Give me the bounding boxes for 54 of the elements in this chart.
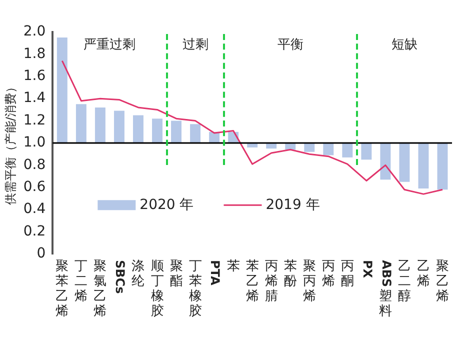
x-tick-label: 丙烯 (322, 258, 335, 289)
y-tick-label: 2.0 (23, 24, 46, 40)
x-tick-label: 苯酚 (284, 258, 297, 289)
x-tick-label: ABS塑料 (378, 260, 394, 319)
bar (399, 143, 410, 182)
bar (56, 38, 68, 143)
x-tick-label: PX (360, 260, 374, 279)
bar (380, 143, 391, 180)
annotation: 过剩 (182, 38, 208, 53)
y-tick-label: 0.8 (23, 156, 46, 173)
y-tick-label: 1.6 (23, 68, 46, 84)
legend-label: 2019 年 (266, 196, 320, 213)
bar (437, 143, 448, 190)
bar (94, 107, 106, 143)
annotation: 平衡 (277, 38, 304, 53)
bar (418, 143, 429, 189)
y-tick-label: 1.0 (23, 134, 46, 151)
y-tick-label: 0 (36, 246, 46, 262)
bar (342, 143, 353, 158)
y-tick-label: 1.4 (23, 90, 46, 106)
x-tick-label: PTA (208, 260, 222, 286)
annotation: 严重过剩 (84, 38, 136, 53)
y-tick-label: 1.8 (23, 46, 46, 62)
bar (76, 104, 86, 143)
bar (152, 118, 162, 143)
bar (133, 115, 144, 143)
x-tick-label: 丙酮 (340, 258, 354, 289)
bar (114, 110, 124, 143)
x-tick-label: 丁二烯 (74, 258, 88, 304)
legend-label: 2020 年 (140, 196, 194, 213)
x-tick-label: 聚氯乙烯 (94, 258, 107, 319)
y-axis-title: 供需平衡（产能/消费） (3, 80, 18, 206)
x-tick-label: 乙二醇 (398, 258, 411, 304)
x-tick-label: SBCs (113, 260, 128, 294)
x-tick-label: 聚酯 (170, 258, 183, 289)
bar (190, 124, 201, 143)
x-tick-label: 苯 (226, 258, 240, 274)
y-tick-label: 0.2 (23, 223, 46, 240)
x-tick-label: 乙烯 (416, 258, 430, 289)
x-tick-label: 苯乙烯 (246, 258, 259, 304)
x-tick-label: 涤纶 (132, 258, 145, 289)
y-tick-label: 0.4 (23, 201, 46, 218)
x-tick-label: 聚苯乙烯 (56, 258, 69, 319)
x-tick-label: 顺丁橡胶 (150, 258, 164, 319)
annotation: 短缺 (391, 38, 418, 53)
x-tick-label: 丙烯腈 (264, 258, 278, 304)
y-tick-label: 1.2 (23, 112, 46, 128)
y-tick-label: 0.6 (23, 179, 46, 196)
x-tick-label: 聚丙烯 (302, 258, 316, 304)
bar (361, 143, 372, 160)
x-tick-label: 聚乙烯 (436, 258, 449, 304)
bar (323, 143, 334, 156)
bar (171, 120, 182, 143)
x-tick-label: 丁苯橡胶 (188, 258, 202, 319)
